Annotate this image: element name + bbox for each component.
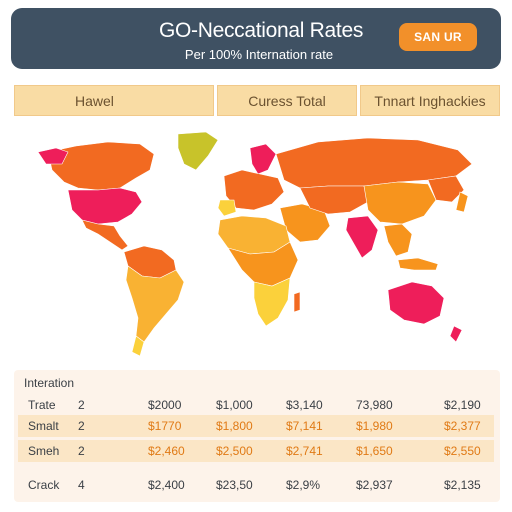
interation-table: Interation Trate 2 $2000 $1,000 $3,140 7…: [14, 370, 500, 502]
row-count: 2: [78, 444, 85, 458]
cell-col-3: $2,741: [286, 444, 323, 458]
tab-hawel[interactable]: Hawel: [14, 85, 214, 116]
region-new-zealand[interactable]: [449, 325, 463, 343]
cell-col-5: $2,135: [444, 478, 481, 492]
cell-col-2: $1,000: [216, 398, 253, 412]
region-greenland[interactable]: [177, 131, 219, 171]
region-south-america[interactable]: [125, 265, 185, 343]
region-mexico[interactable]: [81, 219, 129, 251]
region-iberia[interactable]: [217, 199, 237, 217]
row-label: Smalt: [28, 419, 59, 433]
table-row: Trate 2 $2000 $1,000 $3,140 73,980 $2,19…: [18, 394, 494, 416]
region-east-asia[interactable]: [427, 175, 465, 203]
cell-col-5: $2,550: [444, 444, 481, 458]
world-map: [37, 131, 473, 357]
cell-col-1: $2,460: [148, 444, 185, 458]
region-china[interactable]: [363, 181, 437, 225]
region-madagascar[interactable]: [293, 291, 301, 313]
region-japan[interactable]: [455, 191, 469, 213]
cell-col-1: $1770: [148, 419, 182, 433]
row-count: 4: [78, 478, 85, 492]
row-count: 2: [78, 398, 85, 412]
region-indonesia[interactable]: [397, 257, 439, 271]
cell-col-1: $2000: [148, 398, 182, 412]
cell-col-4: $1,650: [356, 444, 393, 458]
scan-button[interactable]: SAN UR: [399, 23, 477, 51]
cell-col-2: $2,500: [216, 444, 253, 458]
cell-col-2: $23,50: [216, 478, 253, 492]
cell-col-5: $2,377: [444, 419, 481, 433]
cell-col-5: $2,190: [444, 398, 481, 412]
region-india[interactable]: [345, 215, 379, 259]
table-row: Smeh 2 $2,460 $2,500 $2,741 $1,650 $2,55…: [18, 440, 494, 462]
table-caption: Interation: [24, 376, 75, 390]
region-middle-east[interactable]: [279, 203, 331, 243]
region-usa[interactable]: [67, 187, 143, 225]
region-scandinavia[interactable]: [249, 143, 277, 175]
page-title: GO-Neccational Rates: [158, 19, 364, 42]
cell-col-2: $1,800: [216, 419, 253, 433]
region-south-africa[interactable]: [253, 277, 291, 327]
region-canada[interactable]: [47, 141, 155, 191]
region-south-america-south[interactable]: [131, 335, 145, 357]
page-subtitle: Per 100% Internation rate: [184, 47, 334, 62]
row-count: 2: [78, 419, 85, 433]
region-central-africa[interactable]: [227, 241, 299, 287]
region-australia[interactable]: [387, 281, 445, 325]
row-label: Trate: [28, 398, 56, 412]
cell-col-4: $2,937: [356, 478, 393, 492]
cell-col-3: $2,9%: [286, 478, 321, 492]
cell-col-4: $1,980: [356, 419, 393, 433]
region-southeast-asia[interactable]: [383, 223, 413, 257]
region-central-asia[interactable]: [299, 185, 369, 215]
app-header: GO-Neccational Rates Per 100% Internatio…: [11, 8, 501, 69]
cell-col-1: $2,400: [148, 478, 185, 492]
cell-col-4: 73,980: [356, 398, 393, 412]
table-row: Crack 4 $2,400 $23,50 $2,9% $2,937 $2,13…: [18, 474, 494, 496]
cell-col-3: $7,141: [286, 419, 323, 433]
row-label: Smeh: [28, 444, 60, 458]
row-label: Crack: [28, 478, 60, 492]
tab-bar: Hawel Curess Total Tnnart Inghackies: [14, 85, 500, 116]
tab-curess-total[interactable]: Curess Total: [217, 85, 357, 116]
table-row: Smalt 2 $1770 $1,800 $7,141 $1,980 $2,37…: [18, 415, 494, 437]
cell-col-3: $3,140: [286, 398, 323, 412]
tab-tnnart-inghackies[interactable]: Tnnart Inghackies: [360, 85, 500, 116]
region-alaska[interactable]: [37, 147, 69, 165]
